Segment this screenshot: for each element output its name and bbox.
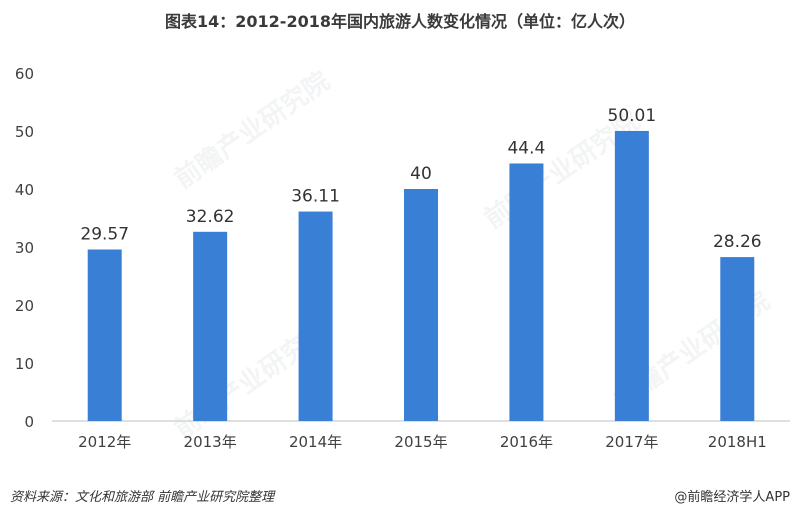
y-tick-label: 60 (15, 65, 34, 83)
chart-title: 图表14：2012-2018年国内旅游人数变化情况（单位：亿人次） (165, 12, 635, 31)
bar (404, 189, 438, 421)
bar (87, 249, 122, 421)
bar (614, 130, 649, 421)
data-label: 36.11 (291, 187, 340, 207)
data-label: 40 (410, 164, 432, 184)
data-label: 50.01 (608, 106, 657, 126)
x-tick-label: 2015年 (394, 433, 447, 451)
credit-note: @前瞻经济学人APP (674, 490, 790, 505)
data-label: 44.4 (507, 138, 545, 158)
bar (720, 257, 755, 421)
data-label: 28.26 (713, 232, 762, 252)
data-label: 32.62 (186, 207, 235, 227)
source-note: 资料来源：文化和旅游部 前瞻产业研究院整理 (10, 490, 275, 505)
y-tick-label: 40 (15, 181, 34, 199)
bar (298, 211, 333, 421)
x-tick-label: 2017年 (605, 433, 658, 451)
x-tick-label: 2014年 (289, 433, 342, 451)
x-tick-label: 2012年 (78, 433, 131, 451)
y-tick-label: 20 (15, 297, 34, 315)
y-tick-label: 10 (15, 355, 34, 373)
bar (193, 231, 228, 421)
y-tick-label: 0 (24, 413, 34, 431)
x-tick-label: 2013年 (184, 433, 237, 451)
y-tick-label: 50 (15, 123, 34, 141)
bar (509, 163, 544, 422)
x-tick-label: 2018H1 (708, 433, 767, 451)
y-tick-label: 30 (15, 239, 34, 257)
data-label: 29.57 (80, 224, 129, 244)
x-tick-label: 2016年 (500, 433, 553, 451)
